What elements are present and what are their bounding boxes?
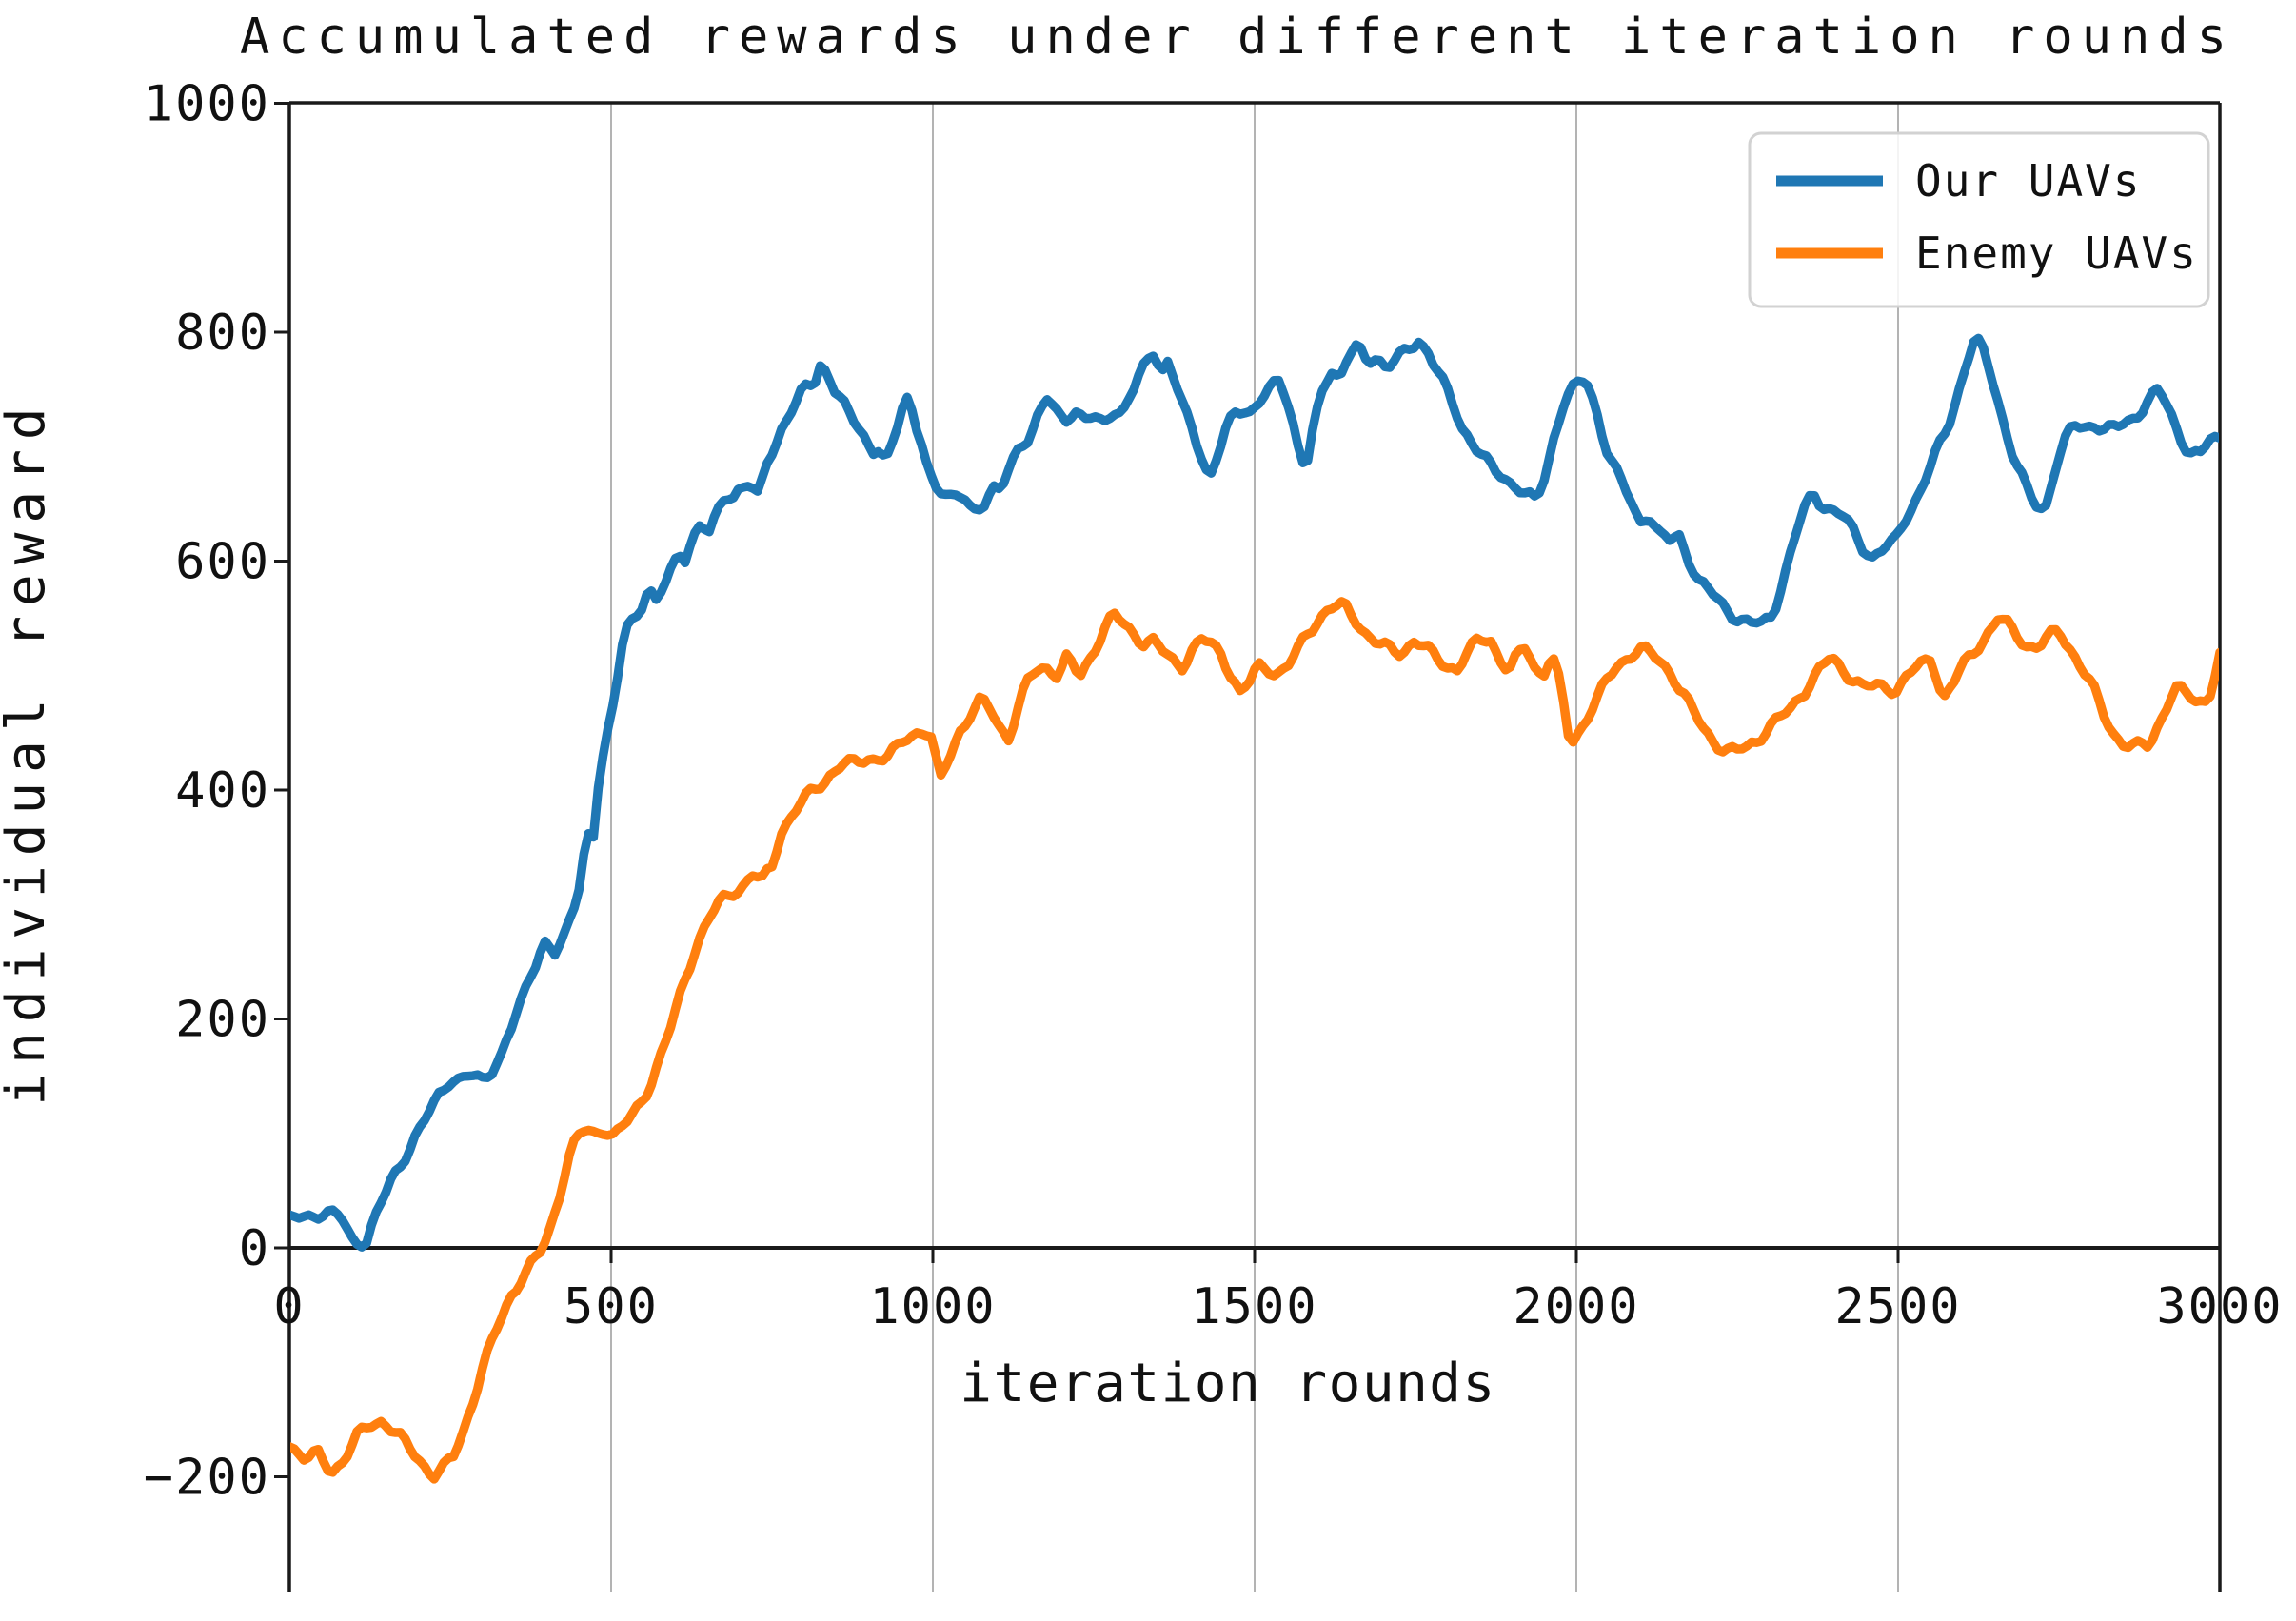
x-tick-label: 0: [273, 1278, 305, 1335]
x-tick-label: 1000: [869, 1278, 996, 1335]
x-tick-label: 3000: [2156, 1278, 2283, 1335]
y-tick-label: 600: [175, 534, 270, 591]
y-tick-label: −200: [144, 1450, 270, 1507]
chart-title: Accumulated rewards under different iter…: [240, 9, 2235, 66]
y-tick-label: 800: [175, 305, 270, 362]
y-tick-label: 400: [175, 762, 270, 820]
legend-label-our-uavs: Our UAVs: [1915, 155, 2142, 207]
series-curve-enemy-uavs: [290, 597, 2219, 1484]
x-tick-label: 2000: [1513, 1278, 1639, 1335]
y-tick-label: 0: [239, 1220, 270, 1277]
x-tick-label: 2500: [1834, 1278, 1961, 1335]
series-curve-our-uavs: [290, 333, 2219, 1252]
x-axis-label: iteration rounds: [960, 1353, 1495, 1414]
legend-label-enemy-uavs: Enemy UAVs: [1915, 227, 2198, 279]
tick-labels: 0 500 1000 1500 2000 2500 30001000800600400200…: [144, 76, 2283, 1507]
legend: Our UAVs Enemy UAVs: [1748, 131, 2210, 308]
data-curves: [290, 333, 2219, 1484]
axis-ticks: [274, 102, 2222, 1478]
x-tick-label: 500: [564, 1278, 659, 1335]
y-axis-label: individual reward: [0, 398, 57, 1105]
y-tick-label: 200: [175, 992, 270, 1049]
gridlines: [610, 103, 1899, 1592]
x-tick-label: 1500: [1191, 1278, 1317, 1335]
y-tick-label: 1000: [144, 76, 270, 133]
